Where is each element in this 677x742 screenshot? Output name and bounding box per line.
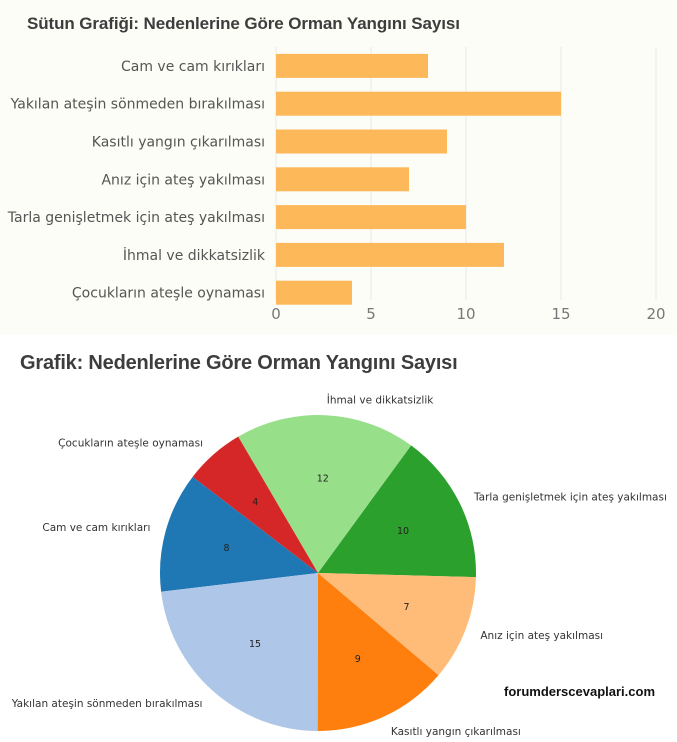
category-label: Tarla genişletmek için ateş yakılması xyxy=(7,210,265,226)
pie-value-label: 7 xyxy=(404,602,410,613)
x-tick-label: 5 xyxy=(366,305,376,323)
x-tick-label: 15 xyxy=(551,305,570,323)
pie-slice-label: Anız için ateş yakılması xyxy=(480,630,603,642)
pie-slice xyxy=(318,445,476,578)
category-label: İhmal ve dikkatsizlik xyxy=(123,246,266,264)
bar-chart-panel: Sütun Grafiği: Nedenlerine Göre Orman Ya… xyxy=(0,0,677,335)
category-label: Yakılan ateşin sönmeden bırakılması xyxy=(10,97,265,113)
pie-value-label: 10 xyxy=(397,526,409,537)
bar-chart-title: Sütun Grafiği: Nedenlerine Göre Orman Ya… xyxy=(27,14,460,33)
category-label: Kasıtlı yangın çıkarılması xyxy=(92,135,265,151)
category-label: Cam ve cam kırıkları xyxy=(121,59,265,75)
category-label: Çocukların ateşle oynaması xyxy=(72,286,265,302)
pie-slice-label: Cam ve cam kırıkları xyxy=(42,522,150,534)
pie-slice xyxy=(317,573,439,731)
x-tick-label: 20 xyxy=(646,305,665,323)
pie-slice-label: Tarla genişletmek için ateş yakılması xyxy=(473,491,667,503)
category-label: Anız için ateş yakılması xyxy=(101,172,265,188)
bar xyxy=(276,280,352,305)
x-tick-label: 10 xyxy=(456,305,475,323)
pie-slice-label: İhmal ve dikkatsizlik xyxy=(327,393,435,406)
bar xyxy=(276,167,409,192)
pie-chart-title: Grafik: Nedenlerine Göre Orman Yangını S… xyxy=(20,352,458,374)
bar-chart: 0 5 10 15 20 Cam ve cam kırıkları Yakılan ateş… xyxy=(7,47,666,323)
x-tick-label: 0 xyxy=(271,305,281,323)
bar xyxy=(276,91,561,116)
pie-value-label: 15 xyxy=(249,639,261,650)
bar xyxy=(276,129,447,154)
pie-slice xyxy=(192,436,318,573)
pie-slice xyxy=(318,573,476,676)
watermark: forumderscevaplari.com xyxy=(504,684,656,699)
pie-slice-label: Çocukların ateşle oynaması xyxy=(58,438,203,450)
pie-slice xyxy=(161,573,318,731)
bar xyxy=(276,242,504,267)
pie-slice xyxy=(238,415,412,573)
pie-slice-label: Yakılan ateşin sönmeden bırakılması xyxy=(11,698,203,710)
pie-slice xyxy=(160,476,318,592)
pie-slice-label: Kasıtlı yangın çıkarılması xyxy=(391,726,521,738)
bar xyxy=(276,205,466,230)
bar xyxy=(276,53,428,78)
pie-value-label: 12 xyxy=(317,473,329,484)
pie-value-label: 8 xyxy=(224,543,230,554)
pie-value-label: 4 xyxy=(252,497,258,508)
pie-value-label: 9 xyxy=(355,654,361,665)
